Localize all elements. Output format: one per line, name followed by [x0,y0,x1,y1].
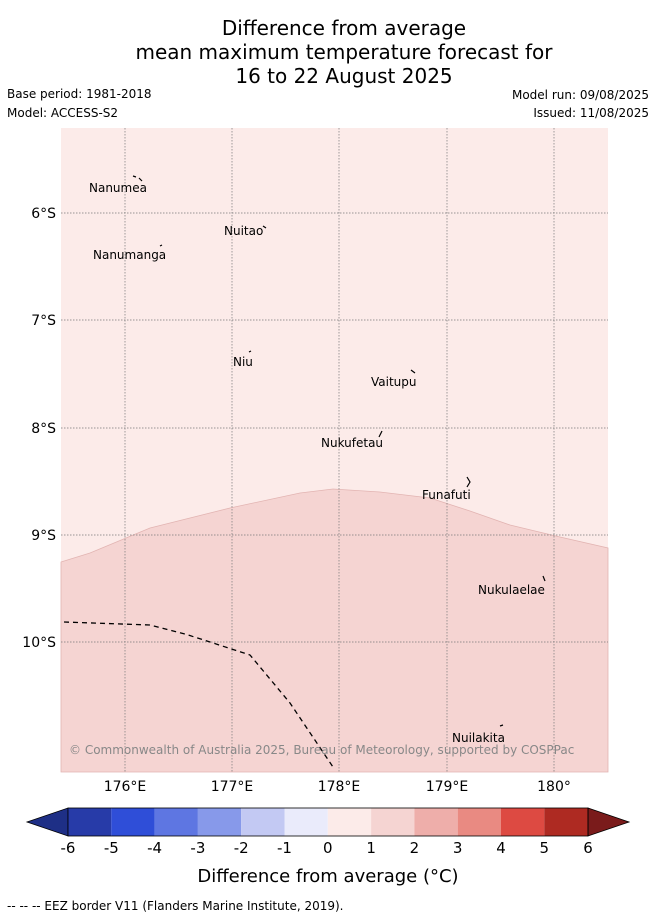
colorbar-tick-label: 0 [323,839,333,857]
model-run: Model run: 09/08/2025 [511,88,649,102]
lat-tick-label: 7°S [31,313,56,329]
lon-tick-label: 176°E [104,779,147,795]
lon-tick-label: 180° [537,779,571,795]
island-nanumanga [159,244,163,247]
colorbar-swatch [414,808,458,836]
base-period: Base period: 1981-2018 [7,87,152,101]
place-label: Nuitao [224,224,263,238]
island-vaitupu [410,369,416,374]
colorbar-swatch [154,808,198,836]
island-nuilakita [499,724,504,727]
title-line-3: 16 to 22 August 2025 [235,64,453,88]
place-label: Vaitupu [371,375,417,389]
island-nuitao [262,225,267,229]
island-nukufetau [378,430,383,438]
place-label: Nukufetau [321,436,383,450]
colorbar-tick-label: 5 [540,839,550,857]
anomaly-area-1-2 [60,488,609,773]
colorbar-tick-label: -6 [61,839,76,857]
eez-border-line [63,621,334,768]
colorbar-swatches [25,807,631,837]
lat-tick-label: 6°S [31,206,56,222]
colorbar-tick-label: -4 [147,839,162,857]
map-panel: Nanumea Nuitao Nanumanga Niu Vaitupu Nuk… [22,128,609,795]
lat-tick-label: 8°S [31,421,56,437]
colorbar-swatch [457,808,501,836]
colorbar-extend-low [25,807,69,837]
island-funafuti [466,476,471,488]
place-label: Funafuti [422,488,471,502]
colorbar-tick-label: 2 [410,839,420,857]
colorbar-tick-label: -2 [234,839,249,857]
issued-date: Issued: 11/08/2025 [533,106,649,120]
island-nukulaelae [542,575,546,582]
colorbar-swatch [111,808,155,836]
lon-tick-label: 178°E [318,779,361,795]
colorbar-tick-label: 1 [366,839,376,857]
island-niu [248,350,252,353]
map-title: Difference from average mean maximum tem… [0,16,655,88]
lon-tick-label: 179°E [426,779,469,795]
colorbar-swatch [371,808,415,836]
colorbar-tick-label: -5 [104,839,119,857]
colorbar-tick-label: 6 [583,839,593,857]
colorbar-swatch [327,808,372,836]
lat-tick-label: 10°S [22,635,56,651]
title-line-1: Difference from average [221,16,467,40]
place-label: Nuilakita [452,731,505,745]
colorbar-swatch [241,808,285,836]
colorbar-swatch [284,808,328,836]
place-label: Nanumanga [93,248,166,262]
colorbar-tick-label: -3 [190,839,205,857]
model-name: Model: ACCESS-S2 [7,106,119,120]
colorbar-swatch [197,808,242,836]
lat-tick-label: 9°S [31,528,56,544]
colorbar-tick-label: 3 [453,839,463,857]
lon-tick-label: 177°E [211,779,254,795]
eez-legend-note: -- -- -- EEZ border V11 (Flanders Marine… [7,899,344,913]
place-label: Nanumea [89,181,147,195]
copyright-notice: © Commonwealth of Australia 2025, Bureau… [69,743,574,757]
place-label: Niu [233,355,253,369]
colorbar-tick-label: -1 [277,839,292,857]
colorbar-frame [67,807,589,837]
colorbar-extend-high [587,807,631,837]
colorbar-tick-label: 4 [496,839,506,857]
graticule [61,128,608,772]
colorbar-swatch [544,808,588,836]
colorbar-swatch [68,808,112,836]
title-line-2: mean maximum temperature forecast for [135,40,553,64]
colorbar-axis-label: Difference from average (°C) [197,866,458,887]
island-nanumea [132,175,143,182]
colorbar-swatch [501,808,545,836]
islands [132,175,546,727]
place-label: Nukulaelae [478,583,545,597]
